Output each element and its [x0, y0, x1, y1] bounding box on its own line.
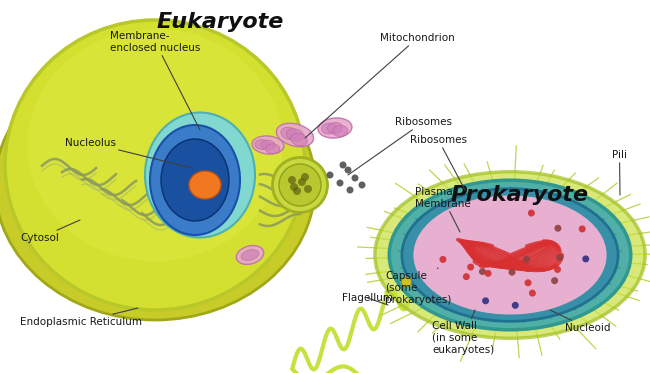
Circle shape — [339, 162, 346, 169]
Ellipse shape — [276, 123, 313, 147]
Circle shape — [525, 279, 532, 286]
Circle shape — [326, 172, 333, 179]
Circle shape — [484, 270, 491, 277]
Text: Cell Wall
(in some
eukaryotes): Cell Wall (in some eukaryotes) — [432, 310, 494, 355]
Ellipse shape — [241, 250, 259, 260]
Ellipse shape — [237, 245, 264, 264]
Circle shape — [344, 166, 352, 173]
Ellipse shape — [413, 195, 606, 314]
Circle shape — [508, 269, 515, 276]
Circle shape — [288, 176, 296, 184]
Ellipse shape — [265, 144, 280, 154]
Circle shape — [523, 256, 530, 263]
Text: Nucleolus: Nucleolus — [65, 138, 192, 168]
Ellipse shape — [402, 189, 618, 321]
Text: Endoplasmic Reticulum: Endoplasmic Reticulum — [20, 308, 142, 327]
Text: Prokaryote: Prokaryote — [451, 185, 589, 205]
Text: Pili: Pili — [612, 150, 627, 195]
Ellipse shape — [321, 123, 337, 134]
Circle shape — [293, 187, 301, 195]
Text: Capsule
(some
prokaryotes): Capsule (some prokaryotes) — [385, 268, 451, 305]
Text: Membrane-
enclosed nucleus: Membrane- enclosed nucleus — [110, 31, 200, 130]
Ellipse shape — [318, 118, 352, 138]
Circle shape — [298, 178, 306, 186]
Text: Nucleoid: Nucleoid — [550, 310, 610, 333]
Ellipse shape — [328, 122, 343, 134]
Circle shape — [352, 175, 359, 182]
Circle shape — [301, 173, 309, 181]
Text: Mitochondrion: Mitochondrion — [305, 33, 455, 138]
Text: Ribosomes: Ribosomes — [348, 117, 452, 175]
Ellipse shape — [255, 140, 269, 150]
Ellipse shape — [287, 129, 304, 141]
Text: Eukaryote: Eukaryote — [156, 12, 283, 32]
Circle shape — [304, 185, 312, 193]
Circle shape — [512, 302, 519, 309]
Circle shape — [467, 264, 474, 270]
Circle shape — [482, 297, 489, 304]
Text: Flagellum: Flagellum — [342, 293, 393, 305]
Circle shape — [359, 182, 365, 188]
Circle shape — [578, 225, 586, 232]
Ellipse shape — [375, 172, 645, 338]
Ellipse shape — [291, 133, 307, 146]
Ellipse shape — [333, 125, 348, 137]
Circle shape — [556, 254, 563, 261]
Ellipse shape — [27, 29, 283, 261]
Circle shape — [554, 266, 561, 273]
Ellipse shape — [161, 139, 229, 221]
Circle shape — [346, 186, 354, 194]
Circle shape — [529, 289, 536, 297]
Ellipse shape — [150, 125, 240, 235]
Circle shape — [402, 277, 411, 287]
Ellipse shape — [145, 113, 255, 238]
Circle shape — [290, 183, 298, 191]
Circle shape — [439, 256, 447, 263]
Ellipse shape — [189, 171, 221, 199]
Text: Ribosomes: Ribosomes — [410, 135, 467, 190]
Circle shape — [463, 273, 470, 280]
Ellipse shape — [261, 140, 275, 150]
Ellipse shape — [448, 192, 632, 308]
Ellipse shape — [279, 164, 321, 206]
Circle shape — [479, 268, 486, 275]
Ellipse shape — [252, 136, 284, 154]
Text: Plasma
Membrane: Plasma Membrane — [415, 187, 471, 232]
Circle shape — [337, 179, 343, 186]
Circle shape — [554, 225, 562, 232]
Text: Cytosol: Cytosol — [20, 220, 80, 243]
Circle shape — [551, 277, 558, 284]
Ellipse shape — [272, 157, 328, 213]
Circle shape — [582, 256, 590, 263]
Ellipse shape — [0, 50, 315, 320]
Ellipse shape — [281, 127, 298, 140]
Ellipse shape — [5, 20, 305, 310]
Circle shape — [528, 210, 535, 217]
Ellipse shape — [389, 180, 630, 330]
